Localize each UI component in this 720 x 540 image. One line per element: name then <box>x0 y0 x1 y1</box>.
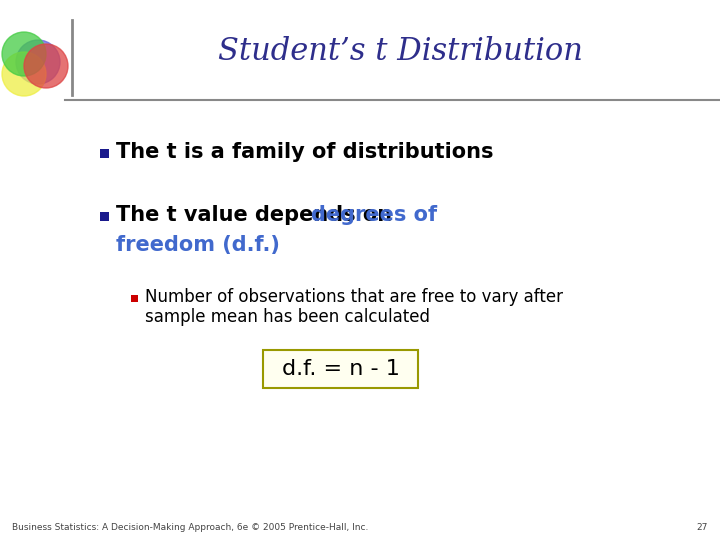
Text: Number of observations that are free to vary after: Number of observations that are free to … <box>145 288 563 306</box>
Text: degrees of: degrees of <box>311 205 437 225</box>
Text: d.f. = n - 1: d.f. = n - 1 <box>282 359 400 379</box>
Text: The t is a family of distributions: The t is a family of distributions <box>116 142 493 162</box>
FancyBboxPatch shape <box>100 149 109 158</box>
Circle shape <box>24 44 68 88</box>
Text: 27: 27 <box>697 523 708 532</box>
Text: The t value depends on: The t value depends on <box>116 205 400 225</box>
FancyBboxPatch shape <box>100 212 109 221</box>
Circle shape <box>16 40 60 84</box>
Text: sample mean has been calculated: sample mean has been calculated <box>145 308 430 326</box>
FancyBboxPatch shape <box>131 295 138 302</box>
Circle shape <box>2 32 46 76</box>
FancyBboxPatch shape <box>263 350 418 388</box>
Text: Student’s t Distribution: Student’s t Distribution <box>217 37 582 68</box>
Text: freedom (d.f.): freedom (d.f.) <box>116 235 280 255</box>
Text: Business Statistics: A Decision-Making Approach, 6e © 2005 Prentice-Hall, Inc.: Business Statistics: A Decision-Making A… <box>12 523 369 532</box>
Circle shape <box>2 52 46 96</box>
